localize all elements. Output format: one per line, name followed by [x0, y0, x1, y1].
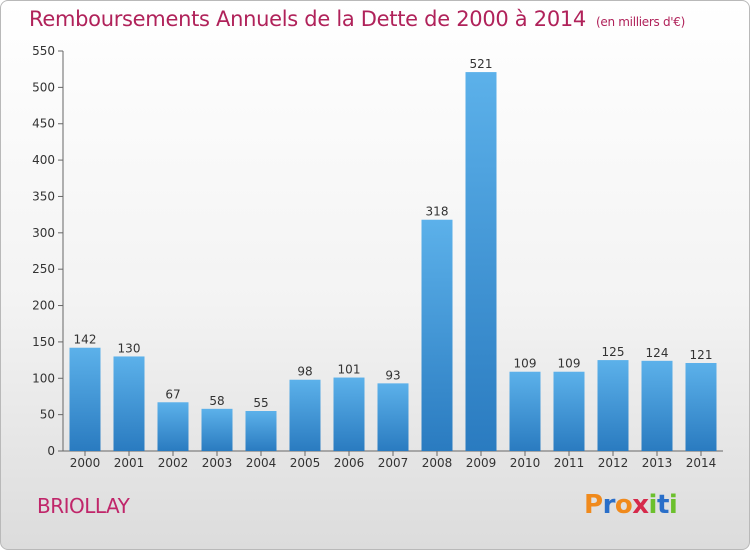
logo-letter: P	[584, 490, 603, 520]
bar-2002	[157, 402, 189, 451]
x-tick-label-2000: 2000	[70, 456, 101, 470]
data-label-2003: 58	[209, 394, 224, 408]
data-label-2010: 109	[514, 357, 537, 371]
y-tick-label: 200	[32, 299, 55, 313]
bar-2010	[509, 371, 541, 451]
y-tick-label: 150	[32, 335, 55, 349]
y-tick-label: 400	[32, 153, 55, 167]
x-tick-label-2011: 2011	[554, 456, 585, 470]
bar-2001	[113, 356, 145, 451]
x-tick-label-2014: 2014	[686, 456, 717, 470]
x-tick-label-2009: 2009	[466, 456, 497, 470]
x-tick-label-2007: 2007	[378, 456, 409, 470]
data-label-2004: 55	[253, 396, 268, 410]
bar-2007	[377, 383, 409, 451]
logo-letter: i	[668, 490, 678, 520]
y-tick-label: 450	[32, 117, 55, 131]
data-label-2002: 67	[165, 387, 180, 401]
x-tick-label-2006: 2006	[334, 456, 365, 470]
x-tick-label-2008: 2008	[422, 456, 453, 470]
y-tick-label: 350	[32, 189, 55, 203]
data-label-2005: 98	[297, 365, 312, 379]
y-tick-label: 300	[32, 226, 55, 240]
proxiti-logo: Proxiti	[584, 490, 678, 520]
y-tick-label: 100	[32, 371, 55, 385]
commune-name: BRIOLLAY	[37, 494, 130, 518]
y-axis: 0 50 100 150 200 250 300 350 400 450 500 550	[32, 44, 64, 458]
logo-letter: r	[602, 490, 616, 520]
chart-title-text: Remboursements Annuels de la Dette de 20…	[29, 7, 586, 31]
data-label-2009: 521	[470, 57, 493, 71]
data-label-2001: 130	[118, 341, 141, 355]
bar-2005	[289, 379, 321, 451]
y-tick-label: 250	[32, 262, 55, 276]
x-tick-label-2012: 2012	[598, 456, 629, 470]
x-tick-label-2004: 2004	[246, 456, 277, 470]
data-label-2013: 124	[646, 346, 669, 360]
bar-2012	[597, 360, 629, 451]
data-label-2014: 121	[690, 348, 713, 362]
bar-2011	[553, 371, 585, 451]
data-label-2000: 142	[74, 333, 97, 347]
bars: 142 130 67 58 55 98 101 93 318 521 109 109 125 124 121	[69, 57, 717, 451]
logo-letter: i	[648, 490, 658, 520]
y-tick-label: 50	[40, 408, 55, 422]
bar-2000	[69, 347, 101, 451]
data-label-2012: 125	[602, 345, 625, 359]
data-label-2008: 318	[426, 205, 449, 219]
bar-2006	[333, 377, 365, 451]
x-tick-label-2001: 2001	[114, 456, 145, 470]
x-axis: 2000 2001 2002 2003 2004 2005 2006 2007 2008 2009…	[63, 450, 723, 470]
chart-title: Remboursements Annuels de la Dette de 20…	[29, 7, 685, 31]
logo-letter: o	[614, 490, 633, 520]
y-tick-label: 0	[47, 444, 55, 458]
bar-2009	[465, 72, 497, 451]
logo-letter: t	[656, 490, 669, 520]
x-tick-label-2005: 2005	[290, 456, 321, 470]
logo-letter: x	[632, 490, 649, 520]
data-label-2007: 93	[385, 368, 400, 382]
y-tick-label: 550	[32, 44, 55, 58]
data-label-2006: 101	[338, 363, 361, 377]
y-tick-label: 500	[32, 80, 55, 94]
data-label-2011: 109	[558, 357, 581, 371]
x-tick-label-2010: 2010	[510, 456, 541, 470]
bar-2014	[685, 363, 717, 451]
bar-2004	[245, 411, 277, 451]
x-tick-label-2013: 2013	[642, 456, 673, 470]
bar-2008	[421, 219, 453, 451]
x-tick-label-2003: 2003	[202, 456, 233, 470]
bar-2013	[641, 360, 673, 451]
chart-unit: (en milliers d'€)	[596, 15, 686, 29]
x-tick-label-2002: 2002	[158, 456, 189, 470]
bar-2003	[201, 408, 233, 451]
